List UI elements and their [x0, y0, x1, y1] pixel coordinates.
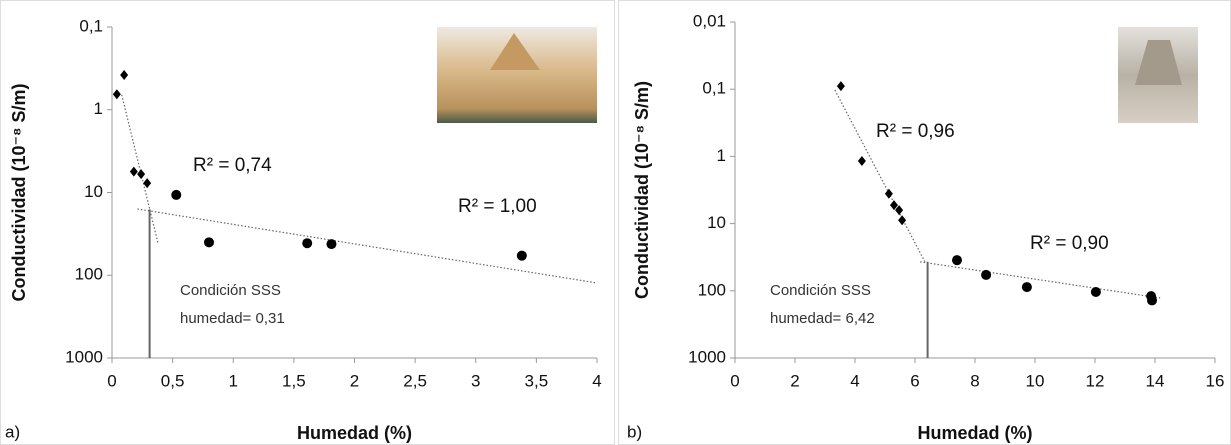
x-tick-label: 10 — [1026, 371, 1045, 390]
trendline — [121, 94, 159, 244]
x-tick-label: 3 — [471, 371, 480, 390]
diamond-marker — [857, 155, 866, 166]
y-tick-label: 10 — [707, 213, 726, 232]
annotation: Condición SSS — [770, 282, 871, 299]
diamond-marker — [129, 166, 138, 177]
circle-marker — [981, 269, 992, 280]
circle-marker — [952, 255, 962, 266]
panel-label: b) — [627, 422, 642, 441]
photo-pile — [1135, 40, 1182, 85]
circle-marker — [204, 237, 214, 248]
x-tick-label: 16 — [1206, 371, 1225, 390]
x-tick-label: 6 — [910, 371, 919, 390]
annotation: R² = 0,90 — [1030, 233, 1109, 254]
y-axis-label: Conductividad (10⁻⁸ S/m) — [632, 81, 652, 299]
x-tick-label: 4 — [592, 371, 601, 390]
circle-marker — [516, 250, 527, 261]
circle-marker — [326, 239, 337, 250]
x-tick-label: 2 — [350, 371, 359, 390]
x-tick-label: 0 — [107, 371, 116, 390]
diamond-marker — [836, 81, 845, 92]
diamond-marker — [143, 178, 152, 189]
y-tick-label: 100 — [698, 280, 726, 299]
panel-label: a) — [5, 422, 20, 441]
x-tick-label: 3,5 — [525, 371, 549, 390]
y-tick-label: 1000 — [688, 347, 726, 366]
circle-marker — [171, 189, 182, 200]
annotation: R² = 0,96 — [876, 121, 955, 142]
y-tick-label: 0,01 — [693, 11, 726, 30]
circle-marker — [1090, 286, 1101, 297]
circle-marker — [302, 238, 313, 249]
x-tick-label: 8 — [970, 371, 979, 390]
x-tick-label: 1,5 — [282, 371, 306, 390]
y-tick-label: 0,1 — [79, 16, 103, 35]
x-tick-label: 4 — [850, 371, 859, 390]
circle-marker — [1147, 295, 1157, 306]
circle-marker — [1021, 282, 1032, 293]
trendline — [137, 208, 598, 284]
diamond-marker — [120, 69, 129, 80]
x-axis-label: Humedad (%) — [917, 423, 1032, 443]
photo-pile — [490, 33, 540, 70]
diamond-marker — [895, 205, 904, 216]
diamond-marker — [884, 188, 893, 199]
annotation: R² = 0,74 — [193, 155, 272, 176]
x-tick-label: 0,5 — [161, 371, 185, 390]
diamond-marker — [112, 89, 121, 100]
x-tick-label: 12 — [1086, 371, 1105, 390]
x-tick-label: 1 — [229, 371, 238, 390]
y-tick-label: 1 — [94, 99, 103, 118]
trendline — [920, 261, 1161, 299]
y-tick-label: 0,1 — [702, 79, 726, 98]
y-tick-label: 10 — [84, 182, 103, 201]
diamond-marker — [890, 200, 898, 211]
annotation: humedad= 0,31 — [180, 310, 285, 327]
y-axis-label: Conductividad (10⁻⁸ S/m) — [9, 83, 29, 301]
diamond-marker — [137, 169, 146, 180]
y-tick-label: 100 — [75, 265, 103, 284]
x-tick-label: 0 — [730, 371, 739, 390]
y-tick-label: 1000 — [65, 347, 103, 366]
trendline — [834, 89, 926, 263]
x-axis-label: Humedad (%) — [297, 423, 412, 443]
x-tick-label: 2 — [790, 371, 799, 390]
x-tick-label: 2,5 — [403, 371, 427, 390]
annotation: R² = 1,00 — [458, 196, 537, 217]
diamond-marker — [898, 215, 907, 226]
annotation: Condición SSS — [180, 282, 281, 299]
annotation: humedad= 6,42 — [770, 310, 875, 327]
y-tick-label: 1 — [717, 146, 726, 165]
x-tick-label: 14 — [1146, 371, 1165, 390]
